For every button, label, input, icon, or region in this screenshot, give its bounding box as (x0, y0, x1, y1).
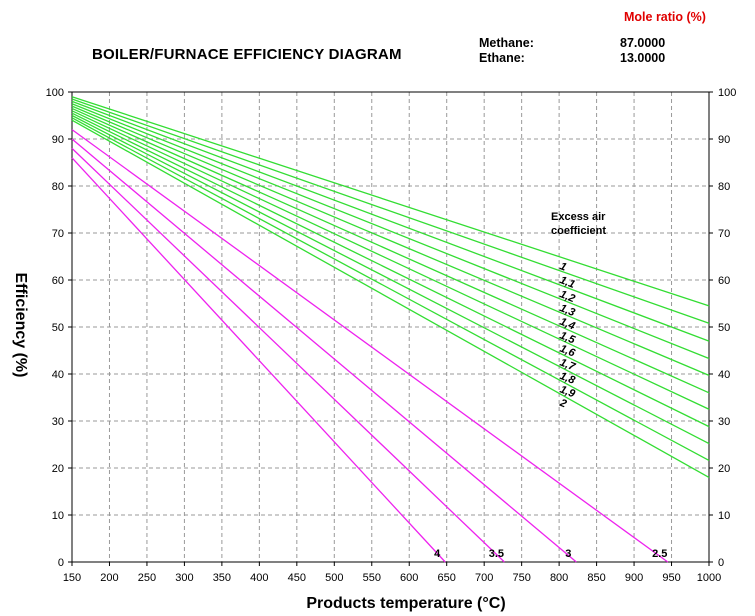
series-lines (71, 96, 710, 563)
x-tick-label: 800 (550, 572, 568, 584)
x-tick-label: 850 (587, 572, 605, 584)
excess-air-label-1-1: 1,1 (558, 274, 577, 291)
excess-air-label-1-8: 1,8 (558, 370, 577, 387)
y-tick-label-left: 20 (52, 463, 64, 475)
loss-line-3-5 (71, 147, 505, 563)
x-tick-label: 500 (325, 572, 343, 584)
loss-label-3-5: 3.5 (489, 548, 504, 560)
grid-lines (72, 92, 709, 562)
y-tick-label-left: 60 (52, 275, 64, 287)
x-axis-title: Products temperature (°C) (306, 595, 505, 612)
y-tick-label-right: 40 (718, 369, 730, 381)
y-tick-label-left: 80 (52, 181, 64, 193)
y-tick-label-left: 40 (52, 369, 64, 381)
excess-air-line-1 (71, 96, 710, 307)
y-tick-label-right: 100 (718, 87, 736, 99)
mole-ratio-label: Mole ratio (%) (624, 10, 706, 24)
y-tick-label-left: 90 (52, 134, 64, 146)
x-tick-label: 400 (250, 572, 268, 584)
excess-air-line-1-1 (71, 98, 710, 324)
y-tick-label-left: 70 (52, 228, 64, 240)
loss-label-4: 4 (434, 548, 441, 560)
y-tick-label-right: 0 (718, 557, 724, 569)
loss-line-4 (71, 157, 446, 563)
y-tick-label-left: 100 (46, 87, 64, 99)
excess-air-line-1-7 (71, 112, 710, 428)
x-tick-label: 250 (138, 572, 156, 584)
excess-air-line-1-6 (71, 110, 710, 410)
excess-air-label-1-9: 1,9 (558, 384, 577, 401)
excess-air-label-1-4: 1,4 (558, 316, 577, 333)
y-tick-label-right: 60 (718, 275, 730, 287)
excess-air-label-1-3: 1,3 (558, 302, 577, 319)
x-tick-label: 550 (363, 572, 381, 584)
excess-air-line-1-9 (71, 117, 710, 462)
plot-frame (71, 91, 710, 563)
gas-name-methane: Methane: (479, 36, 534, 50)
excess-air-label-1-5: 1,5 (558, 330, 577, 347)
excess-air-line-1-4 (71, 105, 710, 377)
gas-value-ethane: 13.0000 (620, 51, 666, 65)
y-tick-label-right: 10 (718, 510, 730, 522)
gas-value-methane: 87.0000 (620, 36, 666, 50)
loss-line-2-5 (71, 129, 669, 563)
x-tick-label: 750 (512, 572, 530, 584)
excess-air-line-1-8 (71, 114, 710, 445)
series-labels: 11,11,21,31,41,51,61,71,81,92 Excess air c… (434, 211, 667, 560)
excess-air-label-1-2: 1,2 (558, 288, 577, 305)
x-tick-label: 600 (400, 572, 418, 584)
excess-air-header-line2: coefficient (551, 225, 606, 237)
excess-air-header-line1: Excess air (551, 211, 606, 223)
excess-air-label-1-6: 1,6 (558, 343, 577, 360)
loss-label-2-5: 2.5 (652, 548, 667, 560)
excess-air-label-2: 2 (557, 397, 568, 411)
axes: 150 200 250 300 350 400 450 500 550 600 650 700 750 8… (46, 87, 737, 584)
excess-air-line-1-5 (71, 107, 710, 394)
y-tick-label-left: 50 (52, 322, 64, 334)
y-tick-label-right: 50 (718, 322, 730, 334)
excess-air-line-1-3 (71, 103, 710, 360)
y-tick-label-right: 30 (718, 416, 730, 428)
loss-label-3: 3 (565, 548, 571, 560)
x-tick-label: 150 (63, 572, 81, 584)
y-tick-label-right: 80 (718, 181, 730, 193)
x-tick-label: 700 (475, 572, 493, 584)
gas-name-ethane: Ethane: (479, 51, 525, 65)
y-tick-label-right: 90 (718, 134, 730, 146)
y-tick-label-right: 20 (718, 463, 730, 475)
x-tick-label: 200 (100, 572, 118, 584)
y-axis-title: Efficiency (%) (12, 273, 29, 378)
x-tick-label: 650 (438, 572, 456, 584)
x-tick-label: 950 (662, 572, 680, 584)
chart-title: BOILER/FURNACE EFFICIENCY DIAGRAM (92, 46, 402, 63)
x-tick-label: 1000 (697, 572, 721, 584)
excess-air-label-1: 1 (558, 260, 568, 273)
y-tick-label-left: 30 (52, 416, 64, 428)
excess-air-line-2 (71, 119, 710, 478)
x-tick-label: 450 (288, 572, 306, 584)
x-tick-label: 350 (213, 572, 231, 584)
x-tick-label: 300 (175, 572, 193, 584)
x-tick-label: 900 (625, 572, 643, 584)
y-tick-label-right: 70 (718, 228, 730, 240)
y-tick-label-left: 0 (58, 557, 64, 569)
excess-air-label-1-7: 1,7 (558, 357, 577, 374)
loss-line-3 (71, 138, 577, 563)
y-tick-label-left: 10 (52, 510, 64, 522)
excess-air-line-1-2 (71, 100, 710, 342)
